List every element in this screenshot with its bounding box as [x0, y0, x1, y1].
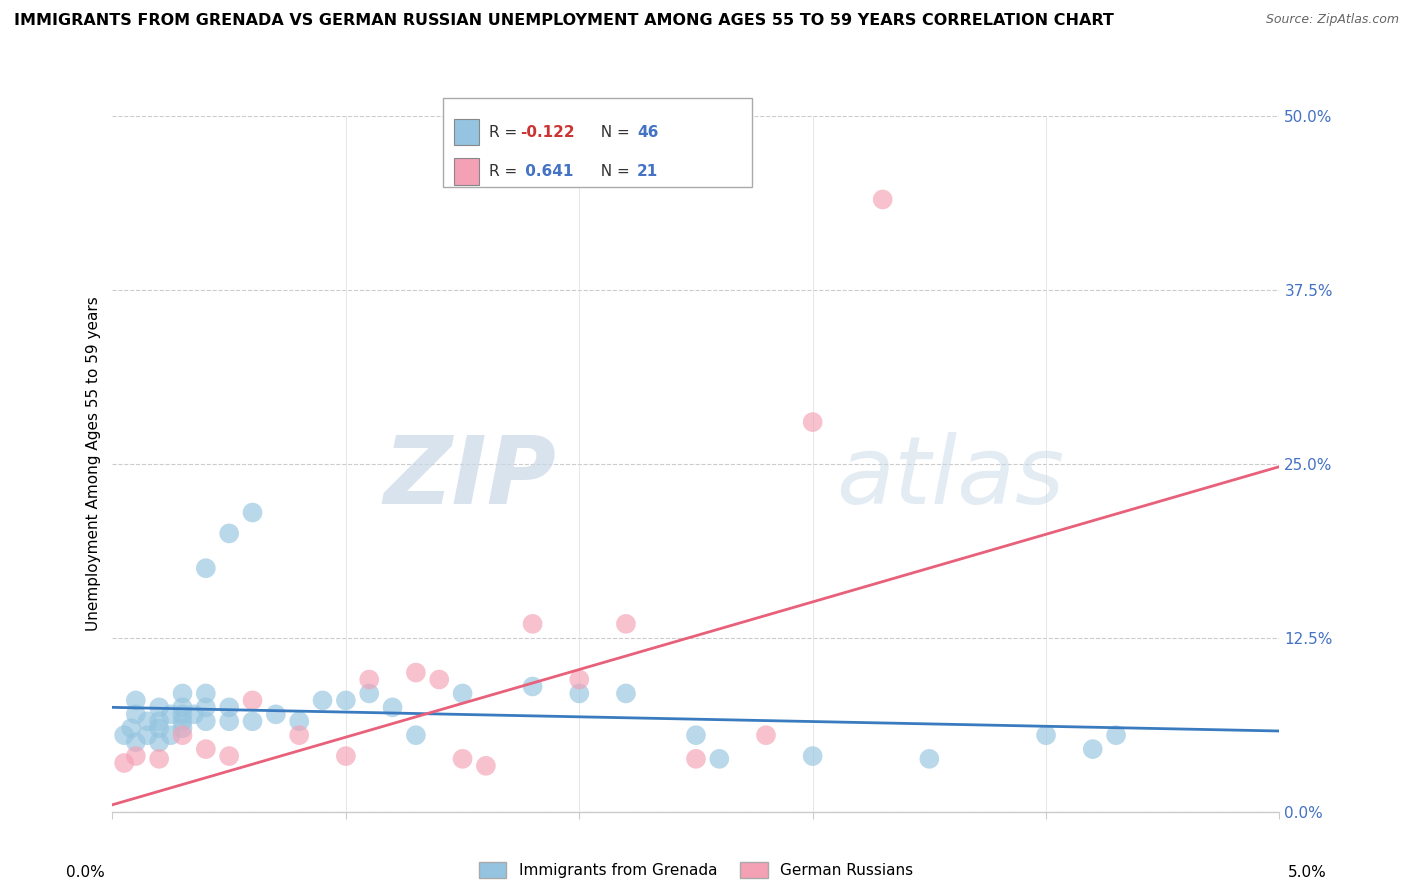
- Point: [872, 193, 894, 207]
- Text: ZIP: ZIP: [382, 432, 555, 524]
- Point: [335, 749, 357, 764]
- Point: [112, 756, 135, 770]
- Point: [427, 673, 450, 687]
- Point: [451, 752, 474, 766]
- Point: [288, 728, 311, 742]
- Point: [522, 680, 544, 694]
- Text: R =: R =: [489, 125, 523, 139]
- Text: Source: ZipAtlas.com: Source: ZipAtlas.com: [1265, 13, 1399, 27]
- Point: [148, 752, 170, 766]
- Point: [522, 616, 544, 631]
- Point: [918, 752, 941, 766]
- Point: [405, 665, 427, 680]
- Point: [685, 752, 707, 766]
- Point: [242, 693, 264, 707]
- Point: [288, 714, 311, 729]
- Point: [160, 707, 183, 722]
- Text: N =: N =: [591, 164, 634, 178]
- Point: [172, 721, 194, 735]
- Point: [614, 686, 637, 700]
- Point: [801, 749, 824, 764]
- Text: -0.122: -0.122: [520, 125, 575, 139]
- Text: N =: N =: [591, 125, 634, 139]
- Y-axis label: Unemployment Among Ages 55 to 59 years: Unemployment Among Ages 55 to 59 years: [86, 296, 101, 632]
- Text: 46: 46: [637, 125, 658, 139]
- Point: [568, 673, 591, 687]
- Point: [194, 700, 217, 714]
- Point: [614, 616, 637, 631]
- Point: [183, 707, 205, 722]
- Point: [172, 700, 194, 714]
- Point: [801, 415, 824, 429]
- Point: [335, 693, 357, 707]
- Text: 21: 21: [637, 164, 658, 178]
- Point: [1081, 742, 1104, 756]
- Point: [1105, 728, 1128, 742]
- Point: [148, 735, 170, 749]
- Point: [172, 728, 194, 742]
- Point: [148, 721, 170, 735]
- Point: [311, 693, 333, 707]
- Point: [359, 686, 381, 700]
- Point: [475, 759, 498, 773]
- Point: [359, 673, 381, 687]
- Point: [218, 526, 240, 541]
- Point: [218, 700, 240, 714]
- Legend: Immigrants from Grenada, German Russians: Immigrants from Grenada, German Russians: [472, 856, 920, 884]
- Text: 5.0%: 5.0%: [1288, 864, 1326, 880]
- Point: [125, 749, 148, 764]
- Point: [125, 707, 148, 722]
- Point: [172, 714, 194, 729]
- Point: [451, 686, 474, 700]
- Point: [709, 752, 731, 766]
- Point: [264, 707, 287, 722]
- Point: [194, 561, 217, 575]
- Point: [120, 721, 142, 735]
- Point: [136, 728, 159, 742]
- Text: 0.641: 0.641: [520, 164, 574, 178]
- Text: R =: R =: [489, 164, 523, 178]
- Point: [125, 693, 148, 707]
- Point: [242, 714, 264, 729]
- Text: atlas: atlas: [837, 433, 1064, 524]
- Point: [405, 728, 427, 742]
- Point: [242, 506, 264, 520]
- Point: [148, 714, 170, 729]
- Point: [194, 742, 217, 756]
- Point: [172, 707, 194, 722]
- Point: [218, 749, 240, 764]
- Point: [381, 700, 404, 714]
- Text: 0.0%: 0.0%: [66, 864, 104, 880]
- Point: [125, 735, 148, 749]
- Point: [685, 728, 707, 742]
- Point: [1035, 728, 1057, 742]
- Point: [194, 686, 217, 700]
- Point: [568, 686, 591, 700]
- Point: [160, 728, 183, 742]
- Point: [112, 728, 135, 742]
- Text: IMMIGRANTS FROM GRENADA VS GERMAN RUSSIAN UNEMPLOYMENT AMONG AGES 55 TO 59 YEARS: IMMIGRANTS FROM GRENADA VS GERMAN RUSSIA…: [14, 13, 1114, 29]
- Point: [148, 700, 170, 714]
- Point: [755, 728, 778, 742]
- Point: [136, 714, 159, 729]
- Point: [194, 714, 217, 729]
- Point: [218, 714, 240, 729]
- Point: [172, 686, 194, 700]
